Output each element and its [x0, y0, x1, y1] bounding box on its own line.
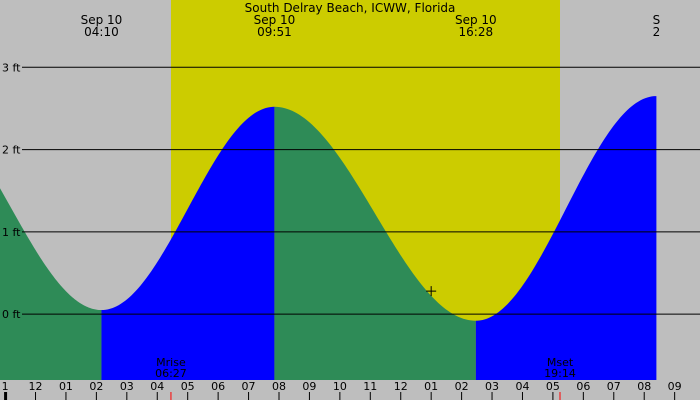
tide-event-date: Sep 10: [254, 13, 296, 27]
falling-tide-area: [0, 188, 102, 380]
falling-tide-area: [274, 106, 476, 381]
hour-label: 1: [2, 380, 9, 393]
chart-title: South Delray Beach, ICWW, Florida: [245, 1, 456, 15]
hour-label: 03: [120, 380, 134, 393]
rising-tide-area: [475, 96, 657, 380]
hour-label: 01: [424, 380, 438, 393]
moonrise-time: 06:27: [155, 367, 187, 380]
hour-label: 10: [333, 380, 347, 393]
hour-label: 07: [607, 380, 621, 393]
current-position-marker: [426, 286, 437, 297]
moonrise-label: Mrise: [156, 356, 186, 369]
hour-label: 08: [637, 380, 651, 393]
tide-event-date: Sep 10: [455, 13, 497, 27]
hour-label: 03: [485, 380, 499, 393]
height-label: 3 ft: [2, 61, 21, 74]
hour-label: 06: [211, 380, 225, 393]
hour-label: 04: [515, 380, 529, 393]
tide-event-time: 2: [653, 25, 661, 39]
hour-label: 09: [668, 380, 682, 393]
height-labels: 3 ft 2 ft 1 ft 0 ft: [2, 61, 21, 321]
hour-label: 06: [576, 380, 590, 393]
moonset-label: Mset: [547, 356, 574, 369]
rising-tide-area: [101, 106, 275, 381]
hour-label: 12: [29, 380, 43, 393]
tide-event-time: 16:28: [459, 25, 494, 39]
hour-label: 01: [59, 380, 73, 393]
hour-label: 05: [546, 380, 560, 393]
height-label: 0 ft: [2, 308, 21, 321]
axis-strip: [0, 380, 700, 400]
moonset-time: 19:14: [544, 367, 576, 380]
tide-event-time: 04:10: [84, 25, 119, 39]
hour-label: 07: [242, 380, 256, 393]
tide-event-time: 09:51: [257, 25, 292, 39]
hour-label: 05: [181, 380, 195, 393]
hour-label: 09: [302, 380, 316, 393]
hour-ticks: 1 12 01 02 03 04 05 06 07 08 09 10 11 12 01 02 03 04 05 06 0…: [2, 380, 682, 400]
hour-label: 02: [455, 380, 469, 393]
tide-areas: [0, 96, 700, 400]
hour-label: 02: [89, 380, 103, 393]
tide-event-date: S: [653, 13, 661, 27]
tide-event-date: Sep 10: [81, 13, 123, 27]
height-gridlines: [22, 66, 700, 315]
height-label: 1 ft: [2, 226, 21, 239]
now-tick: [4, 392, 8, 400]
hour-label: 04: [150, 380, 164, 393]
hour-label: 11: [363, 380, 377, 393]
height-label: 2 ft: [2, 144, 21, 157]
hour-label: 12: [394, 380, 408, 393]
hour-label: 08: [272, 380, 286, 393]
